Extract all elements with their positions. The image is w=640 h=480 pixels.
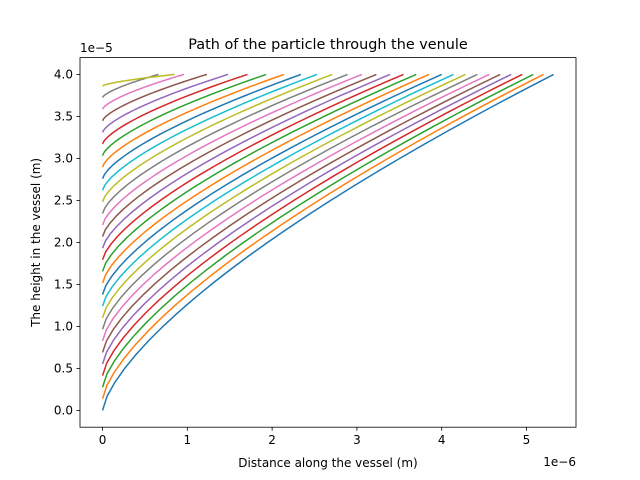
series-line bbox=[101, 73, 229, 133]
x-tick-label: 0 bbox=[99, 433, 107, 447]
y-tick-label: 3.0 bbox=[54, 152, 73, 166]
x-tick-label: 3 bbox=[353, 433, 361, 447]
chart-title: Path of the particle through the venule bbox=[188, 37, 468, 53]
y-tick-label: 3.5 bbox=[54, 110, 73, 124]
x-tick-label: 5 bbox=[523, 433, 531, 447]
y-axis-label: The height in the vessel (m) bbox=[29, 158, 43, 328]
x-ticks: 0 1 2 3 4 5 bbox=[99, 427, 531, 447]
series-line bbox=[101, 73, 185, 110]
y-tick-label: 0.0 bbox=[54, 404, 73, 418]
series-line bbox=[102, 73, 175, 87]
y-tick-label: 4.0 bbox=[54, 68, 73, 82]
series-line bbox=[101, 73, 466, 319]
series-line bbox=[101, 73, 318, 191]
x-offset-label: 1e−6 bbox=[543, 455, 576, 469]
y-tick-label: 1.5 bbox=[54, 278, 73, 292]
series-layer bbox=[101, 73, 554, 411]
x-tick-label: 4 bbox=[438, 433, 446, 447]
series-line bbox=[101, 73, 208, 122]
series-line bbox=[101, 73, 248, 145]
series-line bbox=[101, 73, 333, 203]
x-tick-label: 1 bbox=[184, 433, 192, 447]
y-tick-label: 2.0 bbox=[54, 236, 73, 250]
series-line bbox=[101, 73, 363, 226]
series-line bbox=[101, 73, 348, 214]
x-tick-label: 2 bbox=[268, 433, 276, 447]
series-line bbox=[101, 73, 544, 400]
x-axis-label: Distance along the vessel (m) bbox=[238, 456, 417, 470]
y-tick-label: 2.5 bbox=[54, 194, 73, 208]
series-line bbox=[101, 73, 430, 284]
series-line bbox=[101, 73, 490, 342]
y-tick-label: 0.5 bbox=[54, 362, 73, 376]
y-offset-label: 1e−5 bbox=[80, 41, 113, 55]
series-line bbox=[101, 73, 554, 411]
series-line bbox=[101, 73, 512, 365]
series-line bbox=[101, 73, 534, 388]
series-line bbox=[101, 73, 285, 168]
series-line bbox=[101, 73, 443, 295]
series-line bbox=[101, 73, 454, 307]
series-line bbox=[101, 73, 523, 376]
series-line bbox=[101, 73, 377, 237]
series-line bbox=[101, 73, 478, 330]
series-line bbox=[101, 73, 404, 261]
series-line bbox=[101, 73, 302, 179]
series-line bbox=[101, 73, 417, 272]
series-line bbox=[101, 73, 501, 353]
y-ticks: 0.0 0.5 1.0 1.5 2.0 2.5 3.0 3.5 4.0 bbox=[54, 68, 80, 418]
series-line bbox=[101, 73, 267, 156]
series-line bbox=[101, 73, 391, 249]
y-tick-label: 1.0 bbox=[54, 320, 73, 334]
